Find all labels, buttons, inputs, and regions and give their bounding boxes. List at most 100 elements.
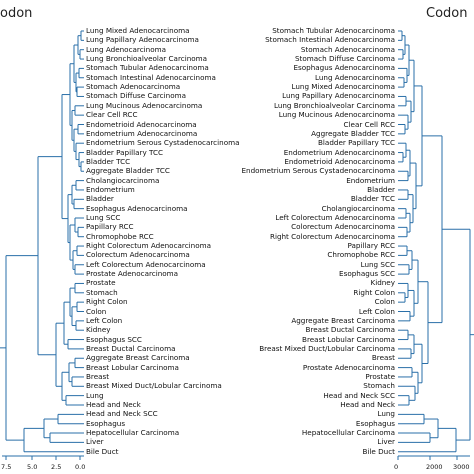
left-leaf-label: Colon: [86, 306, 107, 316]
left-axis-tick-label: 0.0: [75, 463, 86, 471]
left-leaf-label: Breast Lobular Carcinoma: [86, 362, 179, 372]
left-leaf-label: Esophagus SCC: [86, 334, 142, 344]
right-leaf-label: Stomach Diffuse Carcinoma: [295, 54, 395, 64]
right-leaf-label: Esophagus Adenocarcinoma: [293, 63, 395, 73]
right-leaf-label: Lung Adenocarcinoma: [314, 72, 395, 82]
left-axis-tick-label: 5.0: [27, 463, 38, 471]
right-leaf-label: Colorectum Adenocarcinoma: [291, 222, 395, 232]
left-leaf-label: Stomach: [86, 287, 118, 297]
right-leaf-label: Stomach: [363, 381, 395, 391]
right-leaf-label: Clear Cell RCC: [343, 119, 395, 129]
left-leaf-label: Left Colorectum Adenocarcinoma: [86, 259, 206, 269]
left-leaf-label: Left Colon: [86, 315, 123, 325]
right-leaf-label: Cholangiocarcinoma: [321, 203, 395, 213]
right-leaf-label: Endometrium: [346, 175, 395, 185]
right-axis-tick-label: 0: [394, 463, 399, 471]
right-leaf-label: Lung Mixed Adenocarcinoma: [291, 82, 395, 92]
right-leaf-label: Left Colon: [358, 306, 395, 316]
right-leaf-label: Right Colon: [353, 287, 395, 297]
left-leaf-label: Colorectum Adenocarcinoma: [86, 250, 190, 260]
right-leaf-label: Bile Duct: [362, 446, 396, 456]
right-leaf-label: Chromophobe RCC: [327, 250, 395, 260]
left-leaf-label: Head and Neck: [86, 400, 141, 409]
left-leaf-label: Endometrioid Adenocarcinoma: [86, 119, 197, 129]
left-axis-tick-label: 7.5: [1, 463, 12, 471]
right-leaf-label: Aggregate Bladder TCC: [311, 128, 395, 138]
right-leaf-label: Lung Papillary Adenocarcinoma: [282, 91, 395, 101]
left-leaf-label: Lung: [86, 390, 104, 400]
left-leaf-label: Breast: [86, 371, 110, 381]
left-leaf-label: Liver: [86, 437, 104, 447]
left-leaf-label: Clear Cell RCC: [86, 110, 138, 120]
right-axis-tick-label: 3000: [453, 463, 470, 471]
right-leaf-label: Breast Ductal Carcinoma: [305, 325, 395, 335]
left-leaf-label: Right Colon: [86, 297, 128, 307]
right-leaf-label: Breast Lobular Carcinoma: [302, 334, 395, 344]
right-leaf-label: Prostate: [365, 371, 395, 381]
right-leaf-label: Lung: [377, 409, 395, 419]
left-leaf-label: Bladder: [86, 194, 114, 204]
right-leaf-label: Esophagus: [355, 418, 395, 428]
left-leaf-label: Chromophobe RCC: [86, 231, 154, 241]
left-leaf-label: Bile Duct: [86, 446, 119, 456]
left-leaf-label: Head and Neck SCC: [86, 409, 158, 419]
left-leaf-label: Stomach Adenocarcinoma: [86, 82, 181, 92]
left-leaf-label: Lung Bronchioalveolar Carcinoma: [86, 54, 208, 64]
left-leaf-label: Endometrium Adenocarcinoma: [86, 128, 198, 138]
right-leaf-label: Stomach Intestinal Adenocarcinoma: [265, 35, 395, 45]
left-leaf-label: Stomach Intestinal Adenocarcinoma: [86, 72, 216, 82]
left-leaf-label: Prostate: [86, 278, 116, 288]
right-leaf-label: Head and Neck: [340, 400, 395, 409]
right-leaf-label: Endometrioid Adenocarcinoma: [284, 156, 395, 166]
right-leaf-label: Right Colorectum Adenocarcinoma: [269, 231, 395, 241]
left-leaf-label: Esophagus Adenocarcinoma: [86, 203, 188, 213]
right-leaf-label: Stomach Adenocarcinoma: [300, 44, 395, 54]
left-panel-title: odon: [0, 6, 33, 21]
right-leaf-label: Bladder TCC: [350, 194, 395, 204]
left-leaf-label: Lung Mucinous Adenocarcinoma: [86, 100, 203, 110]
right-leaf-label: Prostate Adenocarcinoma: [302, 362, 395, 372]
right-leaf-label: Bladder Papillary TCC: [318, 138, 395, 148]
left-leaf-label: Cholangiocarcinoma: [86, 175, 160, 185]
left-leaf-label: Kidney: [86, 325, 111, 335]
right-leaf-label: Papillary RCC: [347, 241, 395, 251]
left-leaf-label: Endometrium: [86, 184, 135, 194]
left-leaf-label: Prostate Adenocarcinoma: [86, 269, 179, 279]
right-leaf-label: Bladder: [367, 184, 395, 194]
right-leaf-label: Colon: [374, 297, 395, 307]
right-leaf-label: Breast: [371, 353, 395, 363]
left-leaf-label: Stomach Diffuse Carcinoma: [86, 91, 186, 101]
right-leaf-label: Kidney: [370, 278, 395, 288]
right-leaf-label: Liver: [377, 437, 395, 447]
right-leaf-label: Esophagus SCC: [339, 269, 395, 279]
left-axis-tick-label: 2.5: [51, 463, 62, 471]
left-leaf-label: Aggregate Breast Carcinoma: [86, 353, 190, 363]
left-leaf-label: Esophagus: [86, 418, 126, 428]
right-leaf-label: Breast Mixed Duct/Lobular Carcinoma: [259, 343, 395, 353]
right-leaf-label: Aggregate Breast Carcinoma: [291, 315, 395, 325]
left-leaf-label: Hepatocellular Carcinoma: [86, 428, 180, 438]
left-leaf-label: Lung Mixed Adenocarcinoma: [86, 26, 190, 35]
right-axis-tick-label: 2000: [426, 463, 443, 471]
left-leaf-label: Endometrium Serous Cystadenocarcinoma: [86, 138, 240, 148]
left-leaf-label: Breast Ductal Carcinoma: [86, 343, 176, 353]
left-leaf-label: Lung Papillary Adenocarcinoma: [86, 35, 199, 45]
left-leaf-label: Lung SCC: [86, 213, 121, 222]
right-leaf-label: Lung Bronchioalveolar Carcinoma: [273, 100, 395, 110]
right-leaf-label: Hepatocellular Carcinoma: [301, 428, 395, 438]
right-leaf-label: Head and Neck SCC: [323, 390, 395, 400]
right-leaf-label: Lung Mucinous Adenocarcinoma: [278, 110, 395, 120]
right-leaf-label: Endometrium Serous Cystadenocarcinoma: [241, 166, 396, 176]
right-leaf-label: Lung SCC: [360, 259, 395, 269]
left-leaf-label: Lung Adenocarcinoma: [86, 44, 167, 54]
right-leaf-label: Left Colorectum Adenocarcinoma: [275, 213, 395, 222]
left-leaf-label: Breast Mixed Duct/Lobular Carcinoma: [86, 381, 222, 391]
left-leaf-label: Aggregate Bladder TCC: [86, 166, 170, 176]
left-leaf-label: Stomach Tubular Adenocarcinoma: [86, 63, 209, 73]
left-leaf-label: Bladder TCC: [86, 156, 131, 166]
right-panel-title: Codon: [426, 6, 468, 21]
left-leaf-label: Right Colorectum Adenocarcinoma: [86, 241, 212, 251]
left-leaf-label: Bladder Papillary TCC: [86, 147, 163, 157]
